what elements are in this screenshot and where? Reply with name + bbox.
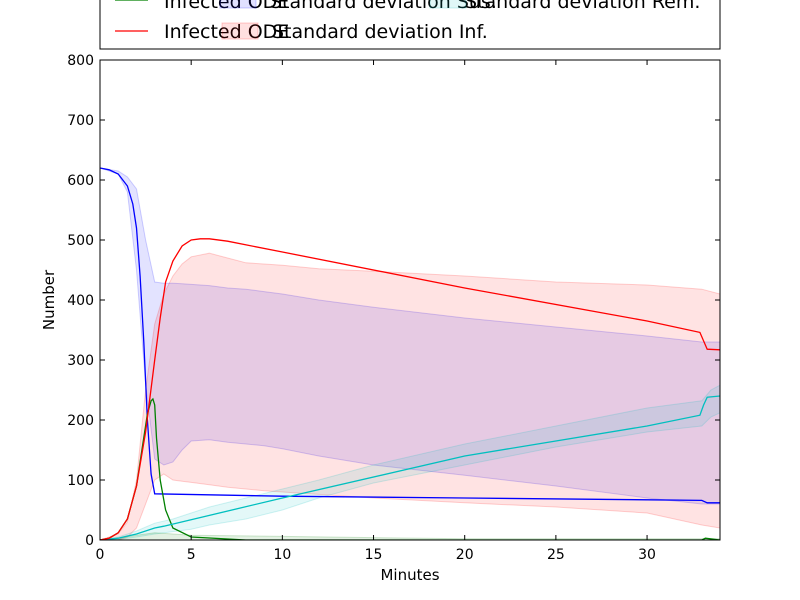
std-bands <box>100 167 720 540</box>
y-tick-label: 0 <box>85 533 94 549</box>
y-axis-label: Number <box>40 269 58 330</box>
legend-swatch-1 <box>219 0 257 9</box>
x-tick-label: 15 <box>365 547 383 563</box>
legend-label-4: Standard deviation Inf. <box>272 21 488 43</box>
y-tick-label: 100 <box>67 473 94 489</box>
legend-swatch-2 <box>429 0 467 9</box>
legend-frame <box>99 0 721 50</box>
legend-label-2: Standard deviation Rem. <box>465 0 700 13</box>
std-band-1 <box>100 252 720 540</box>
x-tick-label: 20 <box>456 547 474 563</box>
y-tick-label: 300 <box>67 353 94 369</box>
y-tick-label: 200 <box>67 413 94 429</box>
series-lines <box>100 167 720 540</box>
y-tick-label: 700 <box>67 113 94 129</box>
x-tick-label: 25 <box>547 547 565 563</box>
y-tick-label: 800 <box>67 53 94 69</box>
series-line-3 <box>100 238 720 540</box>
std-band-2 <box>100 384 720 540</box>
x-tick-label: 0 <box>96 547 105 563</box>
std-band-3 <box>100 532 720 540</box>
series-line-2 <box>100 395 720 540</box>
x-tick-label: 10 <box>273 547 291 563</box>
legend-label-0: Infected ODE <box>164 0 289 13</box>
y-tick-label: 400 <box>67 293 94 309</box>
legend-label-1: Standard deviation Sus. <box>270 0 497 13</box>
y-tick-label: 500 <box>67 233 94 249</box>
x-axis-label: Minutes <box>380 566 439 584</box>
std-band-0 <box>100 167 720 505</box>
legend-swatch-4 <box>221 22 259 40</box>
y-tick-label: 600 <box>67 173 94 189</box>
x-tick-label: 5 <box>187 547 196 563</box>
x-tick-label: 30 <box>638 547 656 563</box>
legend-label-3: Infected ODE <box>164 21 289 43</box>
